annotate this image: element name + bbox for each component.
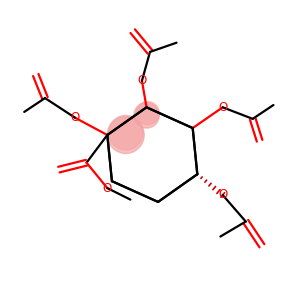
Text: O: O bbox=[70, 111, 80, 124]
Circle shape bbox=[136, 101, 159, 124]
Circle shape bbox=[109, 116, 143, 150]
Text: O: O bbox=[218, 188, 227, 202]
Circle shape bbox=[107, 116, 144, 154]
Text: O: O bbox=[103, 182, 112, 195]
Text: O: O bbox=[218, 101, 227, 114]
Circle shape bbox=[134, 103, 159, 128]
Text: O: O bbox=[137, 74, 146, 87]
